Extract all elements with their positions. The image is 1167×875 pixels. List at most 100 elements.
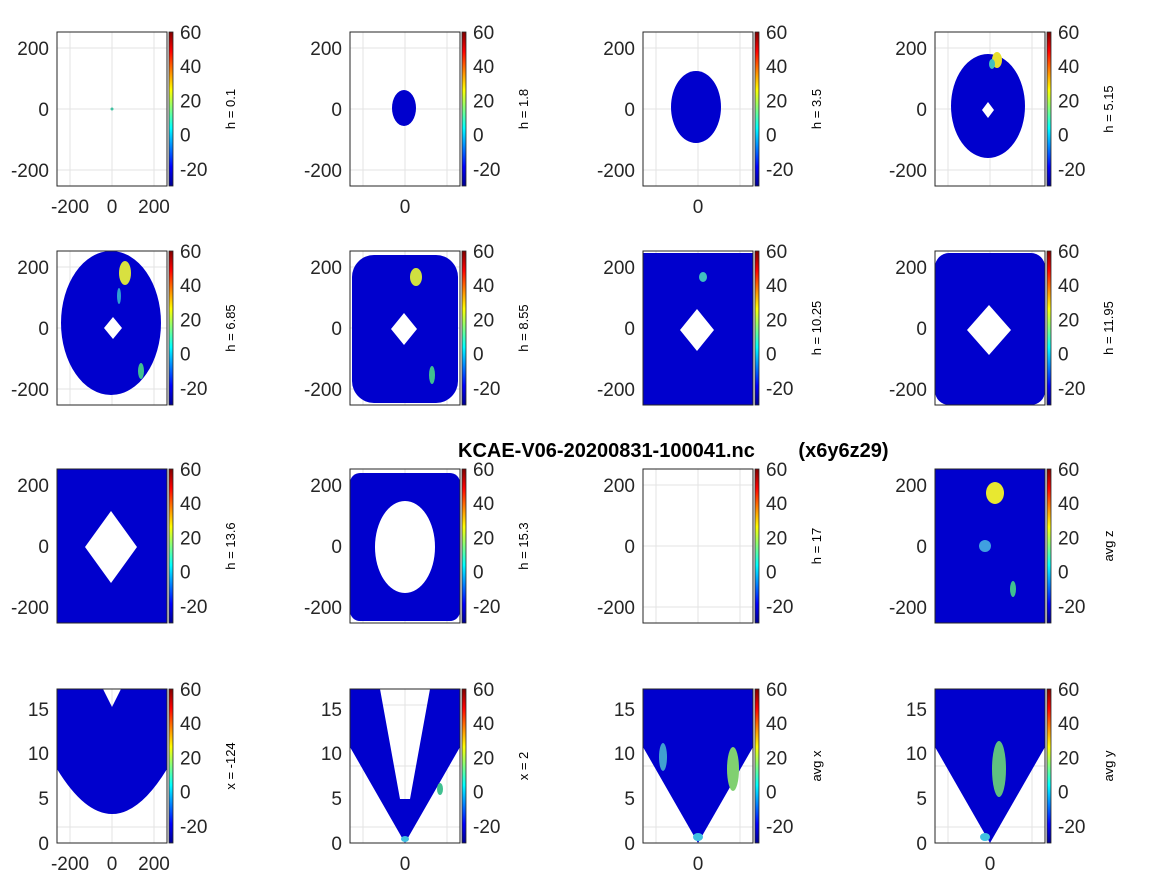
colorbar-tick-label: 0 — [473, 783, 484, 804]
echo — [429, 366, 435, 384]
colorbar-frame — [461, 250, 467, 406]
y-tick-label: -200 — [11, 598, 49, 619]
x-tick-label: 200 — [138, 197, 170, 218]
colorbar-tick-label: 60 — [180, 680, 201, 701]
axes-frame — [56, 688, 168, 844]
y-tick-label: 0 — [624, 834, 635, 855]
colorbar-frame — [168, 31, 174, 187]
colorbar-tick-label: 40 — [180, 494, 201, 515]
colorbar-tick-label: 40 — [1058, 276, 1079, 297]
colorbar — [169, 689, 173, 843]
colorbar-label: h = 8.55 — [516, 304, 531, 351]
colorbar-tick-label: 0 — [473, 345, 484, 366]
colorbar-frame — [461, 31, 467, 187]
colorbar-tick-label: 40 — [766, 276, 787, 297]
colorbar-label: h = 11.95 — [1101, 301, 1116, 355]
y-tick-label: 200 — [310, 258, 342, 279]
y-tick-label: -200 — [889, 380, 927, 401]
colorbar-tick-label: 0 — [473, 126, 484, 147]
echo — [138, 363, 144, 379]
title-file: KCAE-V06-20200831-100041.nc — [458, 440, 755, 462]
data-region — [643, 689, 753, 843]
colorbar-frame — [461, 688, 467, 844]
y-tick-label: 10 — [614, 744, 635, 765]
colorbar-frame — [754, 688, 760, 844]
colorbar-tick-label: 0 — [180, 783, 191, 804]
colorbar-frame — [754, 468, 760, 624]
colorbar-tick-label: 0 — [180, 563, 191, 584]
y-tick-label: 5 — [38, 789, 49, 810]
colorbar-tick-label: 20 — [766, 310, 787, 331]
y-tick-label: -200 — [889, 598, 927, 619]
echo — [659, 743, 667, 771]
y-tick-label: 200 — [17, 39, 49, 60]
echo — [989, 59, 995, 69]
title-grid: (x6y6z29) — [798, 440, 889, 462]
colorbar-tick-label: 20 — [473, 528, 494, 549]
cone-of-silence — [391, 313, 417, 345]
axes-frame — [642, 31, 754, 187]
colorbar-tick-label: 20 — [766, 748, 787, 769]
y-tick-label: 200 — [603, 476, 635, 497]
colorbar-frame — [168, 250, 174, 406]
colorbar-tick-label: -20 — [473, 817, 500, 838]
axes-frame — [934, 250, 1046, 406]
colorbar-tick-label: 20 — [473, 748, 494, 769]
axes-frame — [642, 250, 754, 406]
colorbar-tick-label: 0 — [180, 126, 191, 147]
y-tick-label: 0 — [331, 537, 342, 558]
colorbar — [1047, 32, 1051, 186]
data-region — [671, 71, 721, 143]
y-tick-label: 0 — [38, 834, 49, 855]
echo — [699, 272, 707, 282]
colorbar-tick-label: 0 — [766, 126, 777, 147]
y-tick-label: 0 — [916, 537, 927, 558]
colorbar-label: h = 15.3 — [516, 522, 531, 569]
colorbar-tick-label: 60 — [1058, 460, 1079, 481]
y-tick-label: -200 — [304, 598, 342, 619]
y-tick-label: -200 — [597, 380, 635, 401]
colorbar-frame — [1046, 31, 1052, 187]
echo — [693, 833, 703, 841]
colorbar-tick-label: -20 — [180, 379, 207, 400]
colorbar-tick-label: 40 — [473, 494, 494, 515]
colorbar-tick-label: 0 — [1058, 783, 1069, 804]
colorbar-tick-label: 0 — [1058, 563, 1069, 584]
colorbar — [755, 689, 759, 843]
x-tick-label: 200 — [138, 854, 170, 875]
echo-core — [992, 741, 1006, 797]
x-tick-label: 0 — [400, 197, 411, 218]
axes-frame — [642, 688, 754, 844]
echo-core — [986, 482, 1004, 504]
y-tick-label: 0 — [331, 834, 342, 855]
y-tick-label: 200 — [310, 476, 342, 497]
x-tick-label: 0 — [400, 854, 411, 875]
cone-of-silence — [982, 102, 994, 118]
y-tick-label: -200 — [11, 380, 49, 401]
axes-frame — [642, 468, 754, 624]
y-tick-label: 10 — [906, 744, 927, 765]
colorbar — [169, 32, 173, 186]
colorbar-tick-label: 40 — [180, 57, 201, 78]
colorbar-label: h = 17 — [809, 528, 824, 565]
colorbar-tick-label: 20 — [1058, 748, 1079, 769]
colorbar-tick-label: -20 — [1058, 597, 1085, 618]
colorbar-tick-label: -20 — [1058, 160, 1085, 181]
colorbar — [462, 251, 466, 405]
colorbar-tick-label: -20 — [766, 817, 793, 838]
colorbar-tick-label: 0 — [1058, 126, 1069, 147]
colorbar-tick-label: 60 — [1058, 680, 1079, 701]
y-tick-label: 0 — [916, 834, 927, 855]
x-tick-label: -200 — [51, 854, 89, 875]
colorbar-frame — [1046, 250, 1052, 406]
colorbar-label: avg z — [1101, 530, 1116, 561]
y-tick-label: -200 — [304, 161, 342, 182]
colorbar-tick-label: 0 — [766, 345, 777, 366]
